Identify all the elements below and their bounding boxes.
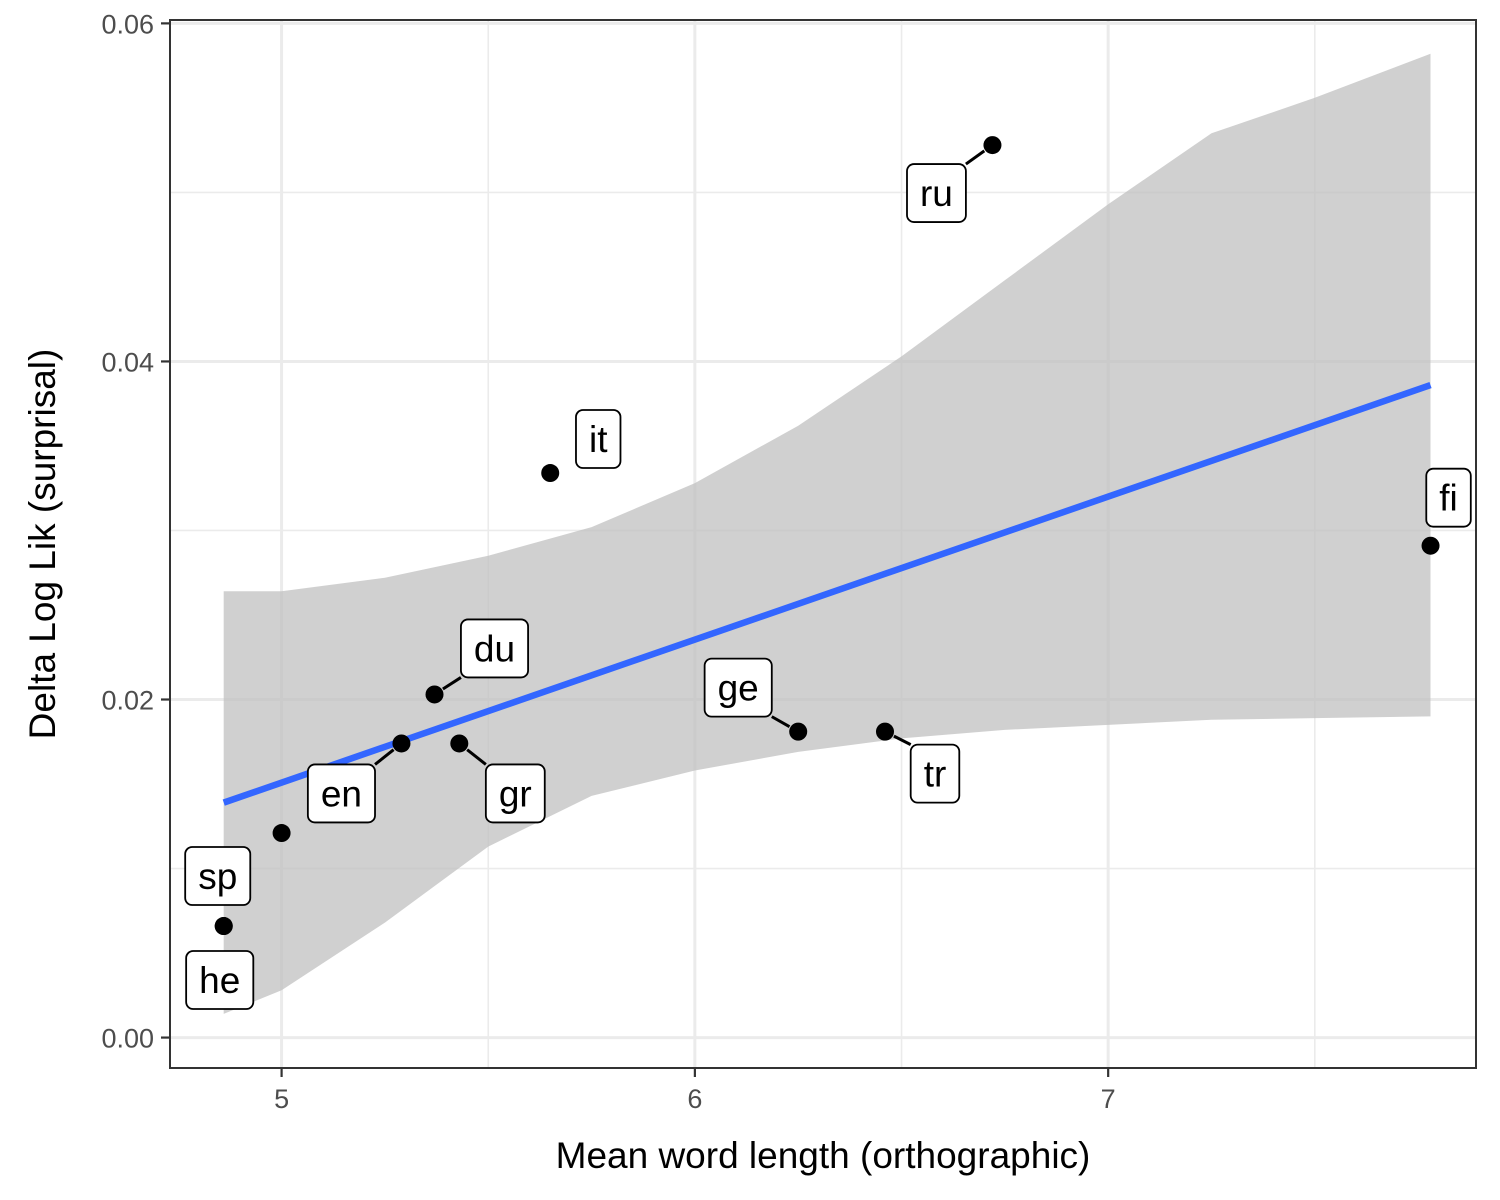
confidence-band-layer bbox=[223, 53, 1431, 1014]
point-label-text-it: it bbox=[589, 419, 608, 460]
point-label-box-ge bbox=[703, 657, 773, 718]
confidence-band bbox=[223, 53, 1431, 1014]
fit-line-layer bbox=[222, 382, 1432, 806]
x-tick-label: 5 bbox=[274, 1084, 289, 1114]
fit-line bbox=[222, 382, 1432, 806]
point-label-en: en bbox=[306, 763, 376, 824]
point-label-it: it bbox=[575, 409, 622, 469]
point-label-tr: tr bbox=[909, 743, 961, 804]
point-label-text-fi: fi bbox=[1439, 478, 1458, 519]
point-label-text-he: he bbox=[199, 960, 240, 1001]
point-label-box-gr bbox=[484, 763, 546, 824]
point-label-sp: sp bbox=[184, 846, 252, 906]
data-point-du bbox=[425, 685, 444, 704]
data-point-ge bbox=[789, 722, 808, 741]
data-point-he bbox=[214, 917, 233, 936]
data-point-ru bbox=[983, 136, 1002, 155]
point-label-ru: ru bbox=[906, 163, 967, 223]
point-label-box-en bbox=[306, 763, 376, 824]
data-point-fi bbox=[1421, 536, 1440, 555]
point-labels: sp he en du gr it ge tr ru fi bbox=[184, 163, 1472, 1010]
y-tick-label: 0.00 bbox=[101, 1024, 154, 1054]
point-label-box-du bbox=[460, 618, 529, 679]
point-label-box-fi bbox=[1425, 467, 1472, 528]
y-tick-label: 0.02 bbox=[101, 686, 154, 716]
point-label-he: he bbox=[185, 950, 255, 1010]
x-axis-title: Mean word length (orthographic) bbox=[556, 1135, 1091, 1176]
data-point-tr bbox=[875, 722, 894, 741]
point-label-box-he bbox=[185, 950, 255, 1010]
data-point-it bbox=[541, 464, 560, 483]
y-tick-label: 0.06 bbox=[101, 9, 154, 39]
point-label-text-tr: tr bbox=[924, 754, 947, 795]
point-label-text-ru: ru bbox=[920, 173, 953, 214]
y-tick-label: 0.04 bbox=[101, 347, 154, 377]
data-point-en bbox=[392, 734, 411, 753]
data-point-gr bbox=[450, 734, 469, 753]
point-label-box-ru bbox=[906, 163, 967, 223]
leader-line-ge bbox=[771, 715, 791, 728]
point-label-text-ge: ge bbox=[718, 668, 759, 709]
leader-line-ru bbox=[965, 149, 986, 166]
leader-line-gr bbox=[466, 748, 487, 766]
leader-line-en bbox=[374, 748, 395, 766]
point-label-text-sp: sp bbox=[198, 856, 237, 897]
x-axis-ticks: 5 6 7 bbox=[274, 1068, 1116, 1114]
point-label-du: du bbox=[460, 618, 529, 679]
label-leader-lines bbox=[374, 149, 986, 766]
point-label-text-gr: gr bbox=[499, 773, 532, 814]
point-label-text-du: du bbox=[474, 628, 515, 669]
point-label-box-tr bbox=[909, 743, 961, 804]
data-point-en bbox=[272, 824, 291, 843]
point-label-ge: ge bbox=[703, 657, 773, 718]
leader-line-du bbox=[442, 676, 462, 691]
point-label-text-en: en bbox=[321, 773, 362, 814]
point-label-gr: gr bbox=[484, 763, 546, 824]
point-label-fi: fi bbox=[1425, 467, 1472, 528]
data-points bbox=[214, 136, 1440, 936]
point-label-box-sp bbox=[184, 846, 252, 906]
panel-border bbox=[169, 19, 1477, 1069]
point-label-box-it bbox=[575, 409, 622, 469]
x-tick-label: 7 bbox=[1101, 1084, 1116, 1114]
y-axis-ticks: 0.00 0.02 0.04 0.06 bbox=[101, 9, 170, 1054]
x-tick-label: 6 bbox=[687, 1084, 702, 1114]
leader-line-tr bbox=[893, 734, 912, 746]
y-axis-title: Delta Log Lik (surprisal) bbox=[22, 349, 63, 740]
